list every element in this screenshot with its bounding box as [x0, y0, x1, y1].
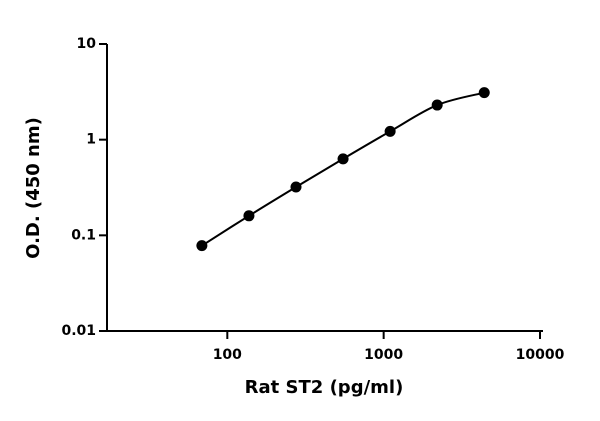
- data-point: [337, 153, 349, 165]
- y-tick-label: 0.01: [61, 323, 96, 339]
- data-point: [290, 181, 302, 193]
- x-tick-label: 100: [213, 347, 242, 363]
- fit-curve: [201, 91, 485, 247]
- data-point: [243, 210, 255, 222]
- x-tick-label: 10000: [516, 347, 565, 363]
- y-tick-label: 1: [86, 132, 96, 148]
- y-axis-title: O.D. (450 nm): [23, 117, 44, 259]
- data-point: [478, 87, 490, 99]
- x-axis-title: Rat ST2 (pg/ml): [245, 377, 404, 398]
- data-point: [431, 99, 443, 111]
- data-point: [384, 125, 396, 137]
- x-tick-label: 1000: [364, 347, 403, 363]
- data-point: [196, 240, 208, 252]
- y-tick-label: 10: [77, 36, 97, 52]
- y-tick-label: 0.1: [71, 227, 96, 243]
